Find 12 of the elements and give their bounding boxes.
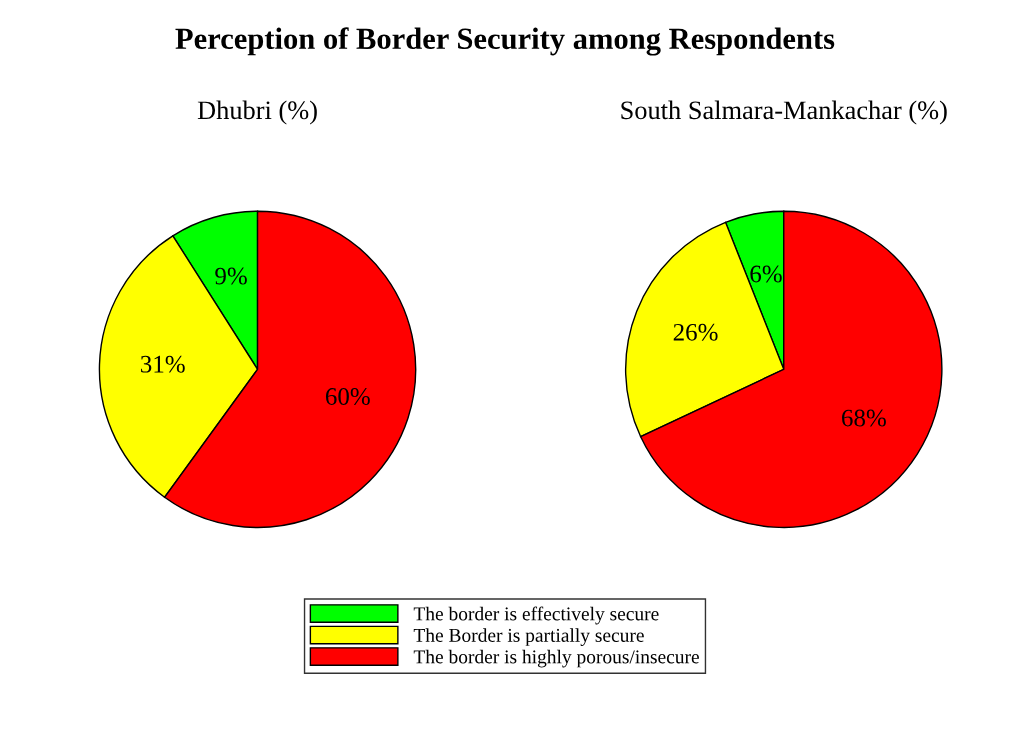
data-label: 6% [750, 265, 782, 283]
legend-label: The Border is partially secure [413, 628, 644, 646]
data-label: 68% [842, 409, 886, 427]
chart-title: South Salmara-Mankachar (%) [621, 100, 947, 125]
legend-label: The border is highly porous/insecure [413, 649, 699, 668]
data-label: 60% [325, 388, 370, 406]
data-label: 26% [673, 323, 718, 341]
data-label: 9% [215, 267, 247, 285]
data-label: 31% [141, 355, 185, 373]
chart-title: Dhubri (%) [197, 100, 317, 125]
legend-label: The border is effectively secure [413, 606, 659, 625]
text: Perception of Border Security among Respondents [175, 27, 835, 56]
